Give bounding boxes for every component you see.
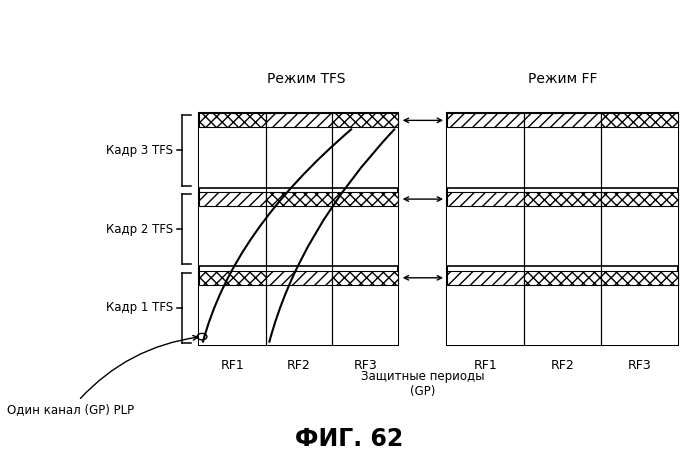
Text: Кадр 1 TFS: Кадр 1 TFS: [106, 301, 173, 314]
Bar: [601, 271, 678, 285]
Text: Кадр 2 TFS: Кадр 2 TFS: [106, 223, 173, 236]
Text: RF2: RF2: [287, 359, 310, 372]
Bar: [332, 192, 398, 206]
Bar: [524, 113, 601, 127]
Bar: [601, 192, 678, 206]
Bar: [601, 113, 678, 127]
Text: RF3: RF3: [354, 359, 377, 372]
Bar: [199, 271, 266, 285]
Bar: [524, 192, 601, 206]
Text: RF2: RF2: [551, 359, 575, 372]
Text: Режим FF: Режим FF: [528, 72, 598, 86]
Bar: [199, 285, 398, 345]
Bar: [524, 271, 601, 285]
Text: RF1: RF1: [474, 359, 498, 372]
Bar: [447, 127, 678, 188]
Bar: [447, 285, 678, 345]
Bar: [447, 113, 678, 345]
Bar: [266, 271, 332, 285]
Text: RF3: RF3: [628, 359, 651, 372]
Text: Кадр 3 TFS: Кадр 3 TFS: [106, 144, 173, 157]
Bar: [447, 206, 678, 266]
Bar: [199, 192, 266, 206]
Bar: [199, 113, 266, 127]
Bar: [447, 271, 524, 285]
Bar: [447, 113, 524, 127]
Text: Защитные периоды
(GP): Защитные периоды (GP): [361, 370, 484, 398]
Bar: [332, 113, 398, 127]
Bar: [199, 113, 398, 345]
Bar: [266, 192, 332, 206]
Text: Один канал (GP) PLP: Один канал (GP) PLP: [7, 336, 198, 416]
Bar: [332, 271, 398, 285]
Text: ФИГ. 62: ФИГ. 62: [296, 427, 403, 451]
Bar: [447, 192, 524, 206]
Text: Режим TFS: Режим TFS: [266, 72, 345, 86]
Text: RF1: RF1: [221, 359, 244, 372]
Bar: [199, 127, 398, 188]
Bar: [199, 206, 398, 266]
Bar: [266, 113, 332, 127]
